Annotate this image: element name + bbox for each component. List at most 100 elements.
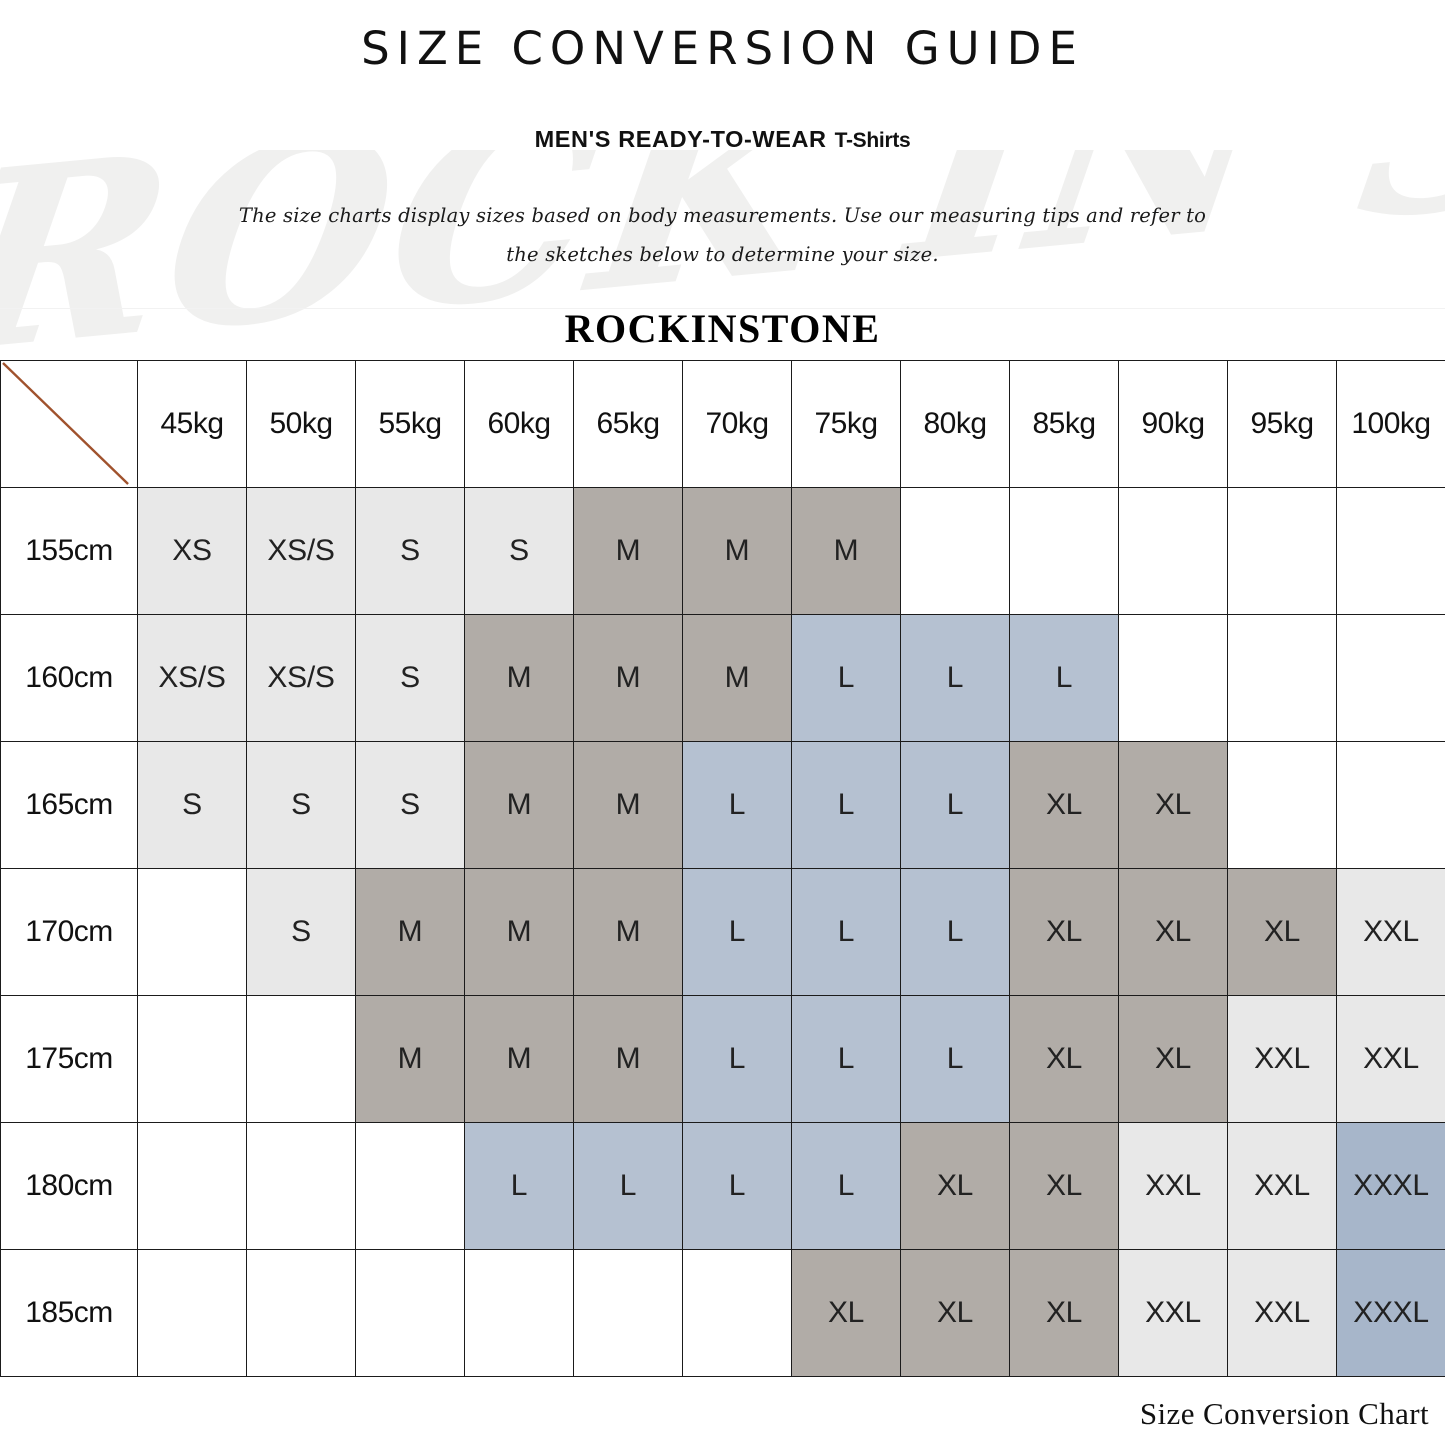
height-row-header: 170cm xyxy=(0,868,138,996)
weight-column-header: 90kg xyxy=(1118,360,1228,488)
size-cell: M xyxy=(682,614,792,742)
size-cell: L xyxy=(682,741,792,869)
size-cell: S xyxy=(355,614,465,742)
size-cell: L xyxy=(900,741,1010,869)
subtitle-product: T-Shirts xyxy=(834,129,911,152)
size-cell: M xyxy=(573,487,683,615)
subtitle-category: MEN'S READY-TO-WEAR xyxy=(534,126,827,152)
size-cell: XL xyxy=(1009,995,1119,1123)
size-cell-empty xyxy=(137,995,247,1123)
height-row-header: 175cm xyxy=(0,995,138,1123)
size-cell: XL xyxy=(1009,1122,1119,1250)
size-cell: XS/S xyxy=(137,614,247,742)
size-cell: M xyxy=(573,741,683,869)
size-cell-empty xyxy=(137,1249,247,1377)
size-cell-empty xyxy=(1009,487,1119,615)
size-cell: XXXL xyxy=(1336,1122,1445,1250)
size-cell: M xyxy=(682,487,792,615)
size-cell: XL xyxy=(1227,868,1337,996)
size-cell: XXXL xyxy=(1336,1249,1445,1377)
size-cell: XS/S xyxy=(246,614,356,742)
weight-column-header: 60kg xyxy=(464,360,574,488)
size-cell-empty xyxy=(1336,614,1445,742)
table-row: 165cm S S S M M L L L XL XL xyxy=(0,741,1445,869)
table-row: 160cm XS/S XS/S S M M M L L L xyxy=(0,614,1445,742)
size-cell-empty xyxy=(1118,614,1228,742)
size-cell-empty xyxy=(137,1122,247,1250)
corner-cell xyxy=(0,360,138,488)
size-cell: L xyxy=(682,1122,792,1250)
size-cell: XXL xyxy=(1227,995,1337,1123)
size-conversion-table: 45kg 50kg 55kg 60kg 65kg 70kg 75kg 80kg 85kg 90kg… xyxy=(0,360,1445,1377)
size-cell: M xyxy=(573,614,683,742)
size-cell: XXL xyxy=(1336,995,1445,1123)
size-chart-container: 45kg 50kg 55kg 60kg 65kg 70kg 75kg 80kg 85kg 90kg… xyxy=(0,360,1445,1377)
size-cell: XXL xyxy=(1227,1122,1337,1250)
size-cell-empty xyxy=(1336,741,1445,869)
size-cell: S xyxy=(355,487,465,615)
size-cell: XL xyxy=(1118,995,1228,1123)
size-cell: L xyxy=(791,1122,901,1250)
size-cell: L xyxy=(900,868,1010,996)
table-row: 175cm M M M L L L XL XL XXL XXL xyxy=(0,995,1445,1123)
size-cell: M xyxy=(464,995,574,1123)
height-row-header: 180cm xyxy=(0,1122,138,1250)
weight-column-header: 100kg xyxy=(1336,360,1445,488)
size-cell-empty xyxy=(1227,487,1337,615)
size-cell: S xyxy=(246,741,356,869)
size-cell: M xyxy=(573,995,683,1123)
document-header: SIZE CONVERSION GUIDE MEN'S READY-TO-WEA… xyxy=(0,0,1445,352)
size-cell-empty xyxy=(682,1249,792,1377)
height-row-header: 155cm xyxy=(0,487,138,615)
brand-name: ROCKINSTONE xyxy=(564,306,881,352)
height-row-header: 165cm xyxy=(0,741,138,869)
size-cell: S xyxy=(464,487,574,615)
description-text: The size charts display sizes based on b… xyxy=(238,203,1207,267)
size-cell: S xyxy=(355,741,465,869)
weight-column-header: 70kg xyxy=(682,360,792,488)
weight-column-header: 85kg xyxy=(1009,360,1119,488)
size-cell-empty xyxy=(355,1122,465,1250)
footer-caption: Size Conversion Chart xyxy=(1139,1396,1429,1431)
table-row: 185cm XL XL XL XXL XXL XXXL xyxy=(0,1249,1445,1377)
size-cell: L xyxy=(1009,614,1119,742)
size-cell: M xyxy=(355,868,465,996)
size-cell-empty xyxy=(1227,614,1337,742)
size-cell: L xyxy=(682,868,792,996)
size-cell-empty xyxy=(1227,741,1337,869)
size-cell: M xyxy=(791,487,901,615)
page-title: SIZE CONVERSION GUIDE xyxy=(361,22,1084,75)
size-cell: M xyxy=(573,868,683,996)
size-cell: XXL xyxy=(1336,868,1445,996)
size-cell: XL xyxy=(791,1249,901,1377)
size-cell-empty xyxy=(900,487,1010,615)
size-cell: L xyxy=(900,995,1010,1123)
weight-column-header: 65kg xyxy=(573,360,683,488)
size-cell: XL xyxy=(1118,868,1228,996)
size-cell: M xyxy=(464,868,574,996)
table-row: 155cm XS XS/S S S M M M xyxy=(0,487,1445,615)
weight-column-header: 55kg xyxy=(355,360,465,488)
size-cell: M xyxy=(355,995,465,1123)
table-row: 170cm S M M M L L L XL XL XL XXL xyxy=(0,868,1445,996)
size-cell-empty xyxy=(137,868,247,996)
size-cell: XXL xyxy=(1227,1249,1337,1377)
size-cell-empty xyxy=(464,1249,574,1377)
size-cell: L xyxy=(791,614,901,742)
weight-column-header: 50kg xyxy=(246,360,356,488)
size-cell: L xyxy=(791,995,901,1123)
size-cell: S xyxy=(246,868,356,996)
size-cell: M xyxy=(464,614,574,742)
size-cell: XXL xyxy=(1118,1122,1228,1250)
size-cell-empty xyxy=(1336,487,1445,615)
height-row-header: 185cm xyxy=(0,1249,138,1377)
size-cell: M xyxy=(464,741,574,869)
diagonal-divider-icon xyxy=(2,362,129,485)
table-row: 180cm L L L L XL XL XXL XXL XXXL xyxy=(0,1122,1445,1250)
size-cell: XL xyxy=(1118,741,1228,869)
weight-column-header: 75kg xyxy=(791,360,901,488)
weight-column-header: 45kg xyxy=(137,360,247,488)
table-header-row: 45kg 50kg 55kg 60kg 65kg 70kg 75kg 80kg 85kg 90kg… xyxy=(0,360,1445,488)
weight-column-header: 95kg xyxy=(1227,360,1337,488)
size-cell: XS/S xyxy=(246,487,356,615)
